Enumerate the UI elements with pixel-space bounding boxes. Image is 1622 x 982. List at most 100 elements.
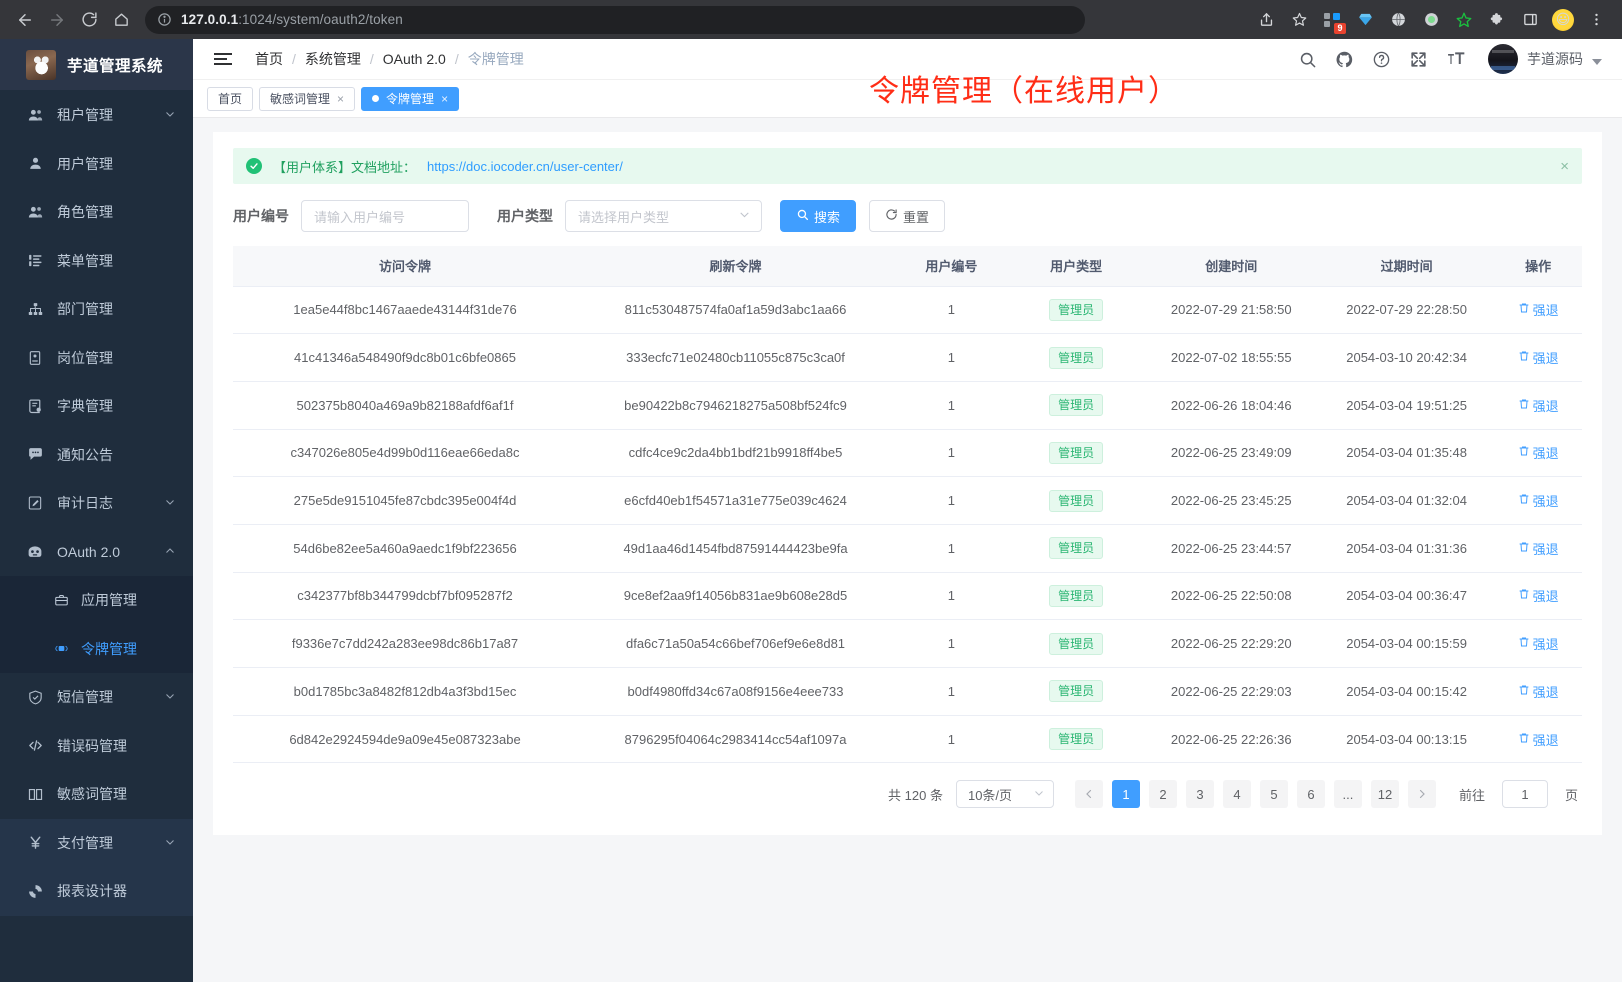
breadcrumb-item-token: 令牌管理 xyxy=(467,51,524,67)
tab-home[interactable]: 首页 xyxy=(207,86,254,111)
sidebar-item-audit-log[interactable]: 审计日志 xyxy=(0,479,193,528)
sidebar-item-pay[interactable]: 支付管理 xyxy=(0,819,193,868)
help-circle-icon[interactable] xyxy=(1372,50,1391,69)
force-logout-button[interactable]: 强退 xyxy=(1518,396,1559,415)
force-logout-button[interactable]: 强退 xyxy=(1518,300,1559,319)
site-info-icon[interactable] xyxy=(157,12,172,27)
reload-icon[interactable] xyxy=(74,5,104,35)
sidepanel-icon[interactable] xyxy=(1516,6,1544,34)
breadcrumb-item-system[interactable]: 系统管理 xyxy=(304,51,361,67)
home-icon[interactable] xyxy=(106,5,136,35)
chevron-down-icon xyxy=(164,835,176,851)
page-button-4[interactable]: 4 xyxy=(1222,780,1251,809)
font-size-icon[interactable] xyxy=(1446,49,1466,69)
forward-arrow-icon[interactable] xyxy=(42,5,72,35)
circle-extension-icon[interactable] xyxy=(1417,6,1445,34)
kebab-menu-icon[interactable] xyxy=(1582,6,1610,34)
page-button-12[interactable]: 12 xyxy=(1370,780,1399,809)
page-button-5[interactable]: 5 xyxy=(1259,780,1288,809)
sidebar-item-role[interactable]: 角色管理 xyxy=(0,188,193,237)
sidebar-item-dict[interactable]: 字典管理 xyxy=(0,382,193,431)
sidebar-item-sms[interactable]: 短信管理 xyxy=(0,673,193,722)
sidebar-logo-title: 芋道管理系统 xyxy=(67,57,164,75)
sidebar-item-token-manage[interactable]: 令牌管理 xyxy=(0,625,193,674)
puzzle-extensions-icon[interactable] xyxy=(1483,6,1511,34)
breadcrumb-item-home[interactable]: 首页 xyxy=(255,51,283,67)
github-icon[interactable] xyxy=(1335,50,1354,69)
user-id-input[interactable]: 请输入用户编号 xyxy=(301,200,469,232)
search-icon xyxy=(796,208,809,224)
share-icon[interactable] xyxy=(1252,6,1280,34)
sidebar-item-app-manage[interactable]: 应用管理 xyxy=(0,576,193,625)
page-button-1[interactable]: 1 xyxy=(1111,780,1140,809)
search-icon[interactable] xyxy=(1298,50,1317,69)
sidebar-item-dept[interactable]: 部门管理 xyxy=(0,285,193,334)
cell-expire-time: 2054-03-04 00:13:15 xyxy=(1318,715,1495,764)
table-head: 访问令牌 刷新令牌 用户编号 用户类型 创建时间 过期时间 操作 xyxy=(233,246,1582,286)
tab-sensitive-word[interactable]: 敏感词管理 × xyxy=(259,86,356,111)
sidebar-item-user[interactable]: 用户管理 xyxy=(0,140,193,189)
force-logout-button[interactable]: 强退 xyxy=(1518,491,1559,510)
page-button-6[interactable]: 6 xyxy=(1296,780,1325,809)
force-logout-button[interactable]: 强退 xyxy=(1518,586,1559,605)
sidebar-logo[interactable]: 芋道管理系统 xyxy=(0,39,193,90)
user-id-placeholder: 请输入用户编号 xyxy=(314,209,406,225)
globe-extension-icon[interactable] xyxy=(1384,6,1412,34)
back-arrow-icon[interactable] xyxy=(10,5,40,35)
cell-user-type: 管理员 xyxy=(1008,715,1144,764)
sidebar-item-menu[interactable]: 菜单管理 xyxy=(0,237,193,286)
page-button-2[interactable]: 2 xyxy=(1148,780,1177,809)
sidebar-item-label: 短信管理 xyxy=(57,689,113,706)
jump-page-input[interactable]: 1 xyxy=(1501,780,1548,809)
page-ellipsis[interactable]: ... xyxy=(1333,780,1362,809)
force-logout-button[interactable]: 强退 xyxy=(1518,539,1559,558)
force-logout-button[interactable]: 强退 xyxy=(1518,682,1559,701)
force-logout-button[interactable]: 强退 xyxy=(1518,443,1559,462)
sidebar-item-oauth2[interactable]: OAuth 2.0 xyxy=(0,528,193,577)
force-logout-button[interactable]: 强退 xyxy=(1518,634,1559,653)
status-badge: 管理员 xyxy=(1049,632,1104,655)
sidebar-item-tenant[interactable]: 租户管理 xyxy=(0,91,193,140)
close-icon[interactable]: × xyxy=(1560,157,1569,175)
overlay-annotation-title: 令牌管理（在线用户） xyxy=(869,74,1179,109)
sidebar-item-label: 岗位管理 xyxy=(57,349,113,366)
user-type-select[interactable]: 请选择用户类型 xyxy=(565,200,762,232)
profile-avatar[interactable]: 😃 xyxy=(1549,6,1577,34)
alert-doc-link[interactable]: https://doc.iocoder.cn/user-center/ xyxy=(427,158,623,174)
next-page-button[interactable] xyxy=(1407,780,1436,809)
sidebar-item-notice[interactable]: 通知公告 xyxy=(0,431,193,480)
force-logout-button[interactable]: 强退 xyxy=(1518,730,1559,749)
force-logout-button[interactable]: 强退 xyxy=(1518,348,1559,367)
prev-page-button[interactable] xyxy=(1074,780,1103,809)
trash-icon xyxy=(1518,636,1530,651)
star-icon[interactable] xyxy=(1285,6,1313,34)
breadcrumb-item-oauth2[interactable]: OAuth 2.0 xyxy=(382,51,446,67)
close-icon[interactable]: × xyxy=(441,91,449,106)
fullscreen-icon[interactable] xyxy=(1409,50,1428,69)
cell-user-type: 管理员 xyxy=(1008,667,1144,716)
sidebar-item-label: 令牌管理 xyxy=(81,640,137,657)
tab-token-manage[interactable]: 令牌管理 × xyxy=(361,86,460,111)
address-bar[interactable]: 127.0.0.1:1024/system/oauth2/token xyxy=(145,5,1085,34)
table-row: 1ea5e44f8bc1467aaede43144f31de76 811c5304… xyxy=(233,285,1582,335)
user-menu[interactable]: 芋道源码 xyxy=(1488,44,1602,74)
status-badge: 管理员 xyxy=(1049,346,1104,369)
diamond-extension-icon[interactable] xyxy=(1351,6,1379,34)
page-button-3[interactable]: 3 xyxy=(1185,780,1214,809)
extension-badge-count: 9 xyxy=(1334,22,1346,34)
sidebar-item-error-code[interactable]: 错误码管理 xyxy=(0,722,193,771)
search-button[interactable]: 搜索 xyxy=(780,200,857,232)
status-badge: 管理员 xyxy=(1049,680,1104,703)
cell-expire-time: 2022-07-29 22:28:50 xyxy=(1318,285,1495,335)
sidebar-item-report-designer[interactable]: 报表设计器 xyxy=(0,867,193,916)
extension-grid-icon[interactable]: 9 xyxy=(1318,6,1346,34)
chevron-down-icon xyxy=(738,208,751,224)
close-icon[interactable]: × xyxy=(337,91,345,106)
sidebar-item-post[interactable]: 岗位管理 xyxy=(0,334,193,383)
sidebar-item-sensitive-word[interactable]: 敏感词管理 xyxy=(0,770,193,819)
hamburger-icon[interactable] xyxy=(214,53,234,65)
star-outline-extension-icon[interactable] xyxy=(1450,6,1478,34)
reset-button[interactable]: 重置 xyxy=(869,200,946,232)
page-size-select[interactable]: 10条/页 xyxy=(955,780,1054,809)
table-row: c342377bf8b344799dcbf7bf095287f2 9ce8ef2a… xyxy=(233,572,1582,621)
